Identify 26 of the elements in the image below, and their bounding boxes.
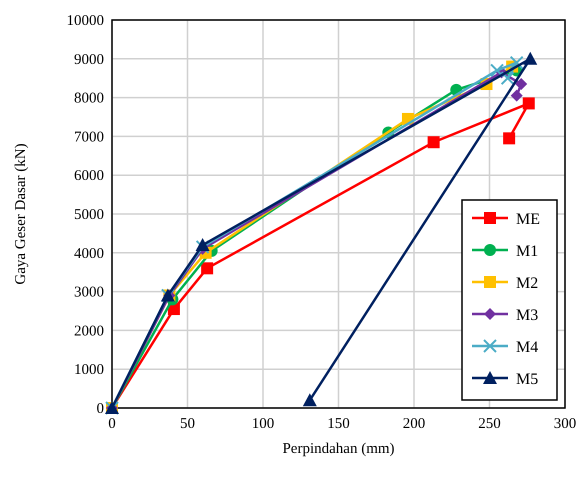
- x-tick-label: 250: [478, 416, 501, 432]
- legend-label: M1: [516, 243, 538, 260]
- y-tick-label: 0: [96, 401, 104, 417]
- x-tick-label: 100: [252, 416, 274, 432]
- y-tick-label: 1000: [74, 362, 104, 378]
- y-tick-label: 7000: [74, 129, 104, 146]
- legend-label: M4: [516, 339, 538, 356]
- x-tick-label: 0: [108, 416, 116, 432]
- x-axis-title: Perpindahan (mm): [282, 441, 395, 457]
- y-tick-label: 2000: [74, 323, 104, 340]
- y-axis-title: Gaya Geser Dasar (kN): [13, 143, 29, 285]
- y-tick-label: 10000: [66, 13, 104, 29]
- y-tick-label: 9000: [74, 52, 104, 68]
- legend-label: M3: [516, 307, 538, 324]
- legend-label: M5: [516, 371, 538, 388]
- y-tick-label: 5000: [74, 207, 104, 223]
- x-tick-label: 50: [180, 416, 195, 432]
- y-tick-label: 8000: [74, 90, 104, 107]
- y-tick-label: 4000: [74, 246, 104, 262]
- y-tick-label: 6000: [74, 168, 104, 184]
- x-tick-label: 150: [327, 416, 350, 432]
- x-tick-label: 200: [402, 416, 426, 432]
- x-tick-label: 300: [554, 416, 576, 432]
- y-tick-label: 3000: [74, 284, 104, 301]
- legend-label: ME: [516, 211, 540, 228]
- legend-label: M2: [516, 275, 538, 292]
